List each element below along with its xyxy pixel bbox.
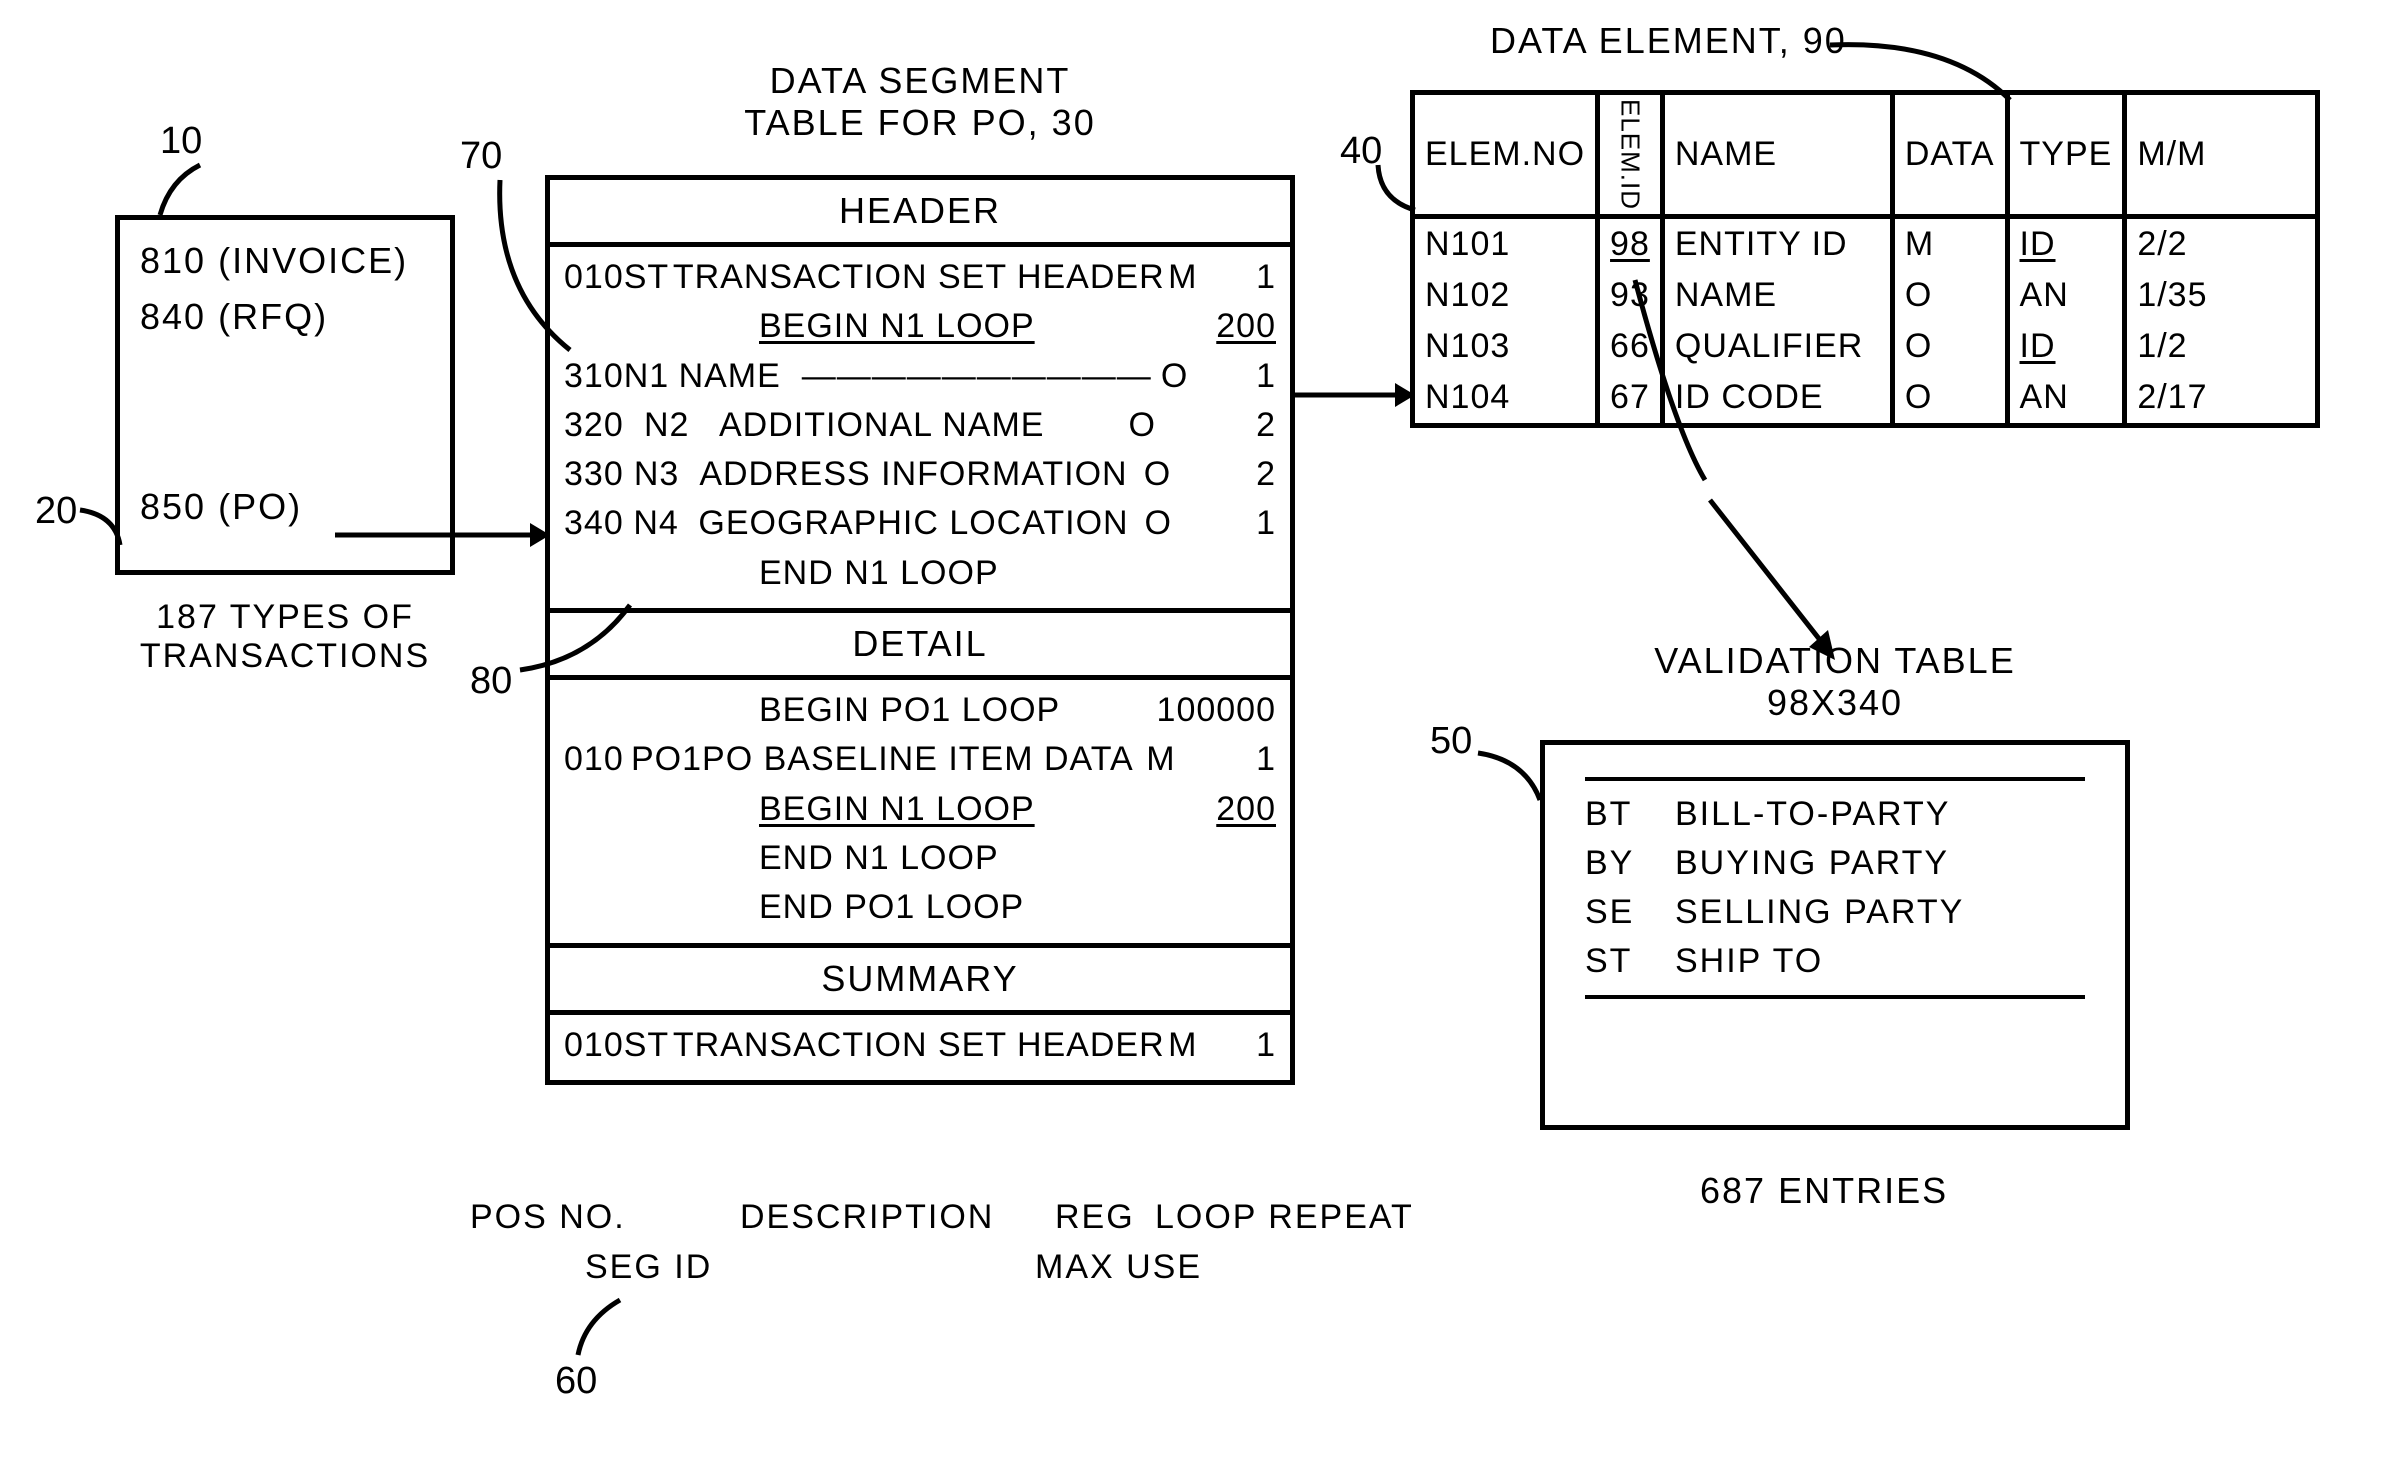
tx-caption: 187 TYPES OF TRANSACTIONS <box>125 598 445 676</box>
data-element-table: ELEM.NO ELEM.ID NAME DATA TYPE M/M N101 … <box>1410 90 2320 428</box>
tx-item: 840 (RFQ) <box>140 296 430 338</box>
table-row: N103 66 QUALIFIER O ID 1/2 <box>1415 321 2315 372</box>
list-item: SESELLING PARTY <box>1585 893 2085 932</box>
col-label-seg: SEG ID <box>585 1248 712 1287</box>
validation-table-title: VALIDATION TABLE 98X340 <box>1610 640 2060 724</box>
callout-80-hook <box>510 595 640 680</box>
val-bottom-rule <box>1585 995 2085 999</box>
element-table-title: DATA ELEMENT, 90 <box>1490 20 1847 62</box>
col-label-rep: LOOP REPEAT <box>1155 1198 1414 1237</box>
table-row: N104 67 ID CODE O AN 2/17 <box>1415 372 2315 423</box>
callout-20-hook <box>75 505 135 555</box>
table-row: N102 93 NAME O AN 1/35 <box>1415 270 2315 321</box>
section-detail-body: BEGIN PO1 LOOP100000 010PO1PO BASELINE I… <box>550 680 1290 947</box>
arrow-segment-to-element <box>1295 375 1415 415</box>
section-summary-title: SUMMARY <box>550 948 1290 1015</box>
callout-60: 60 <box>555 1360 597 1403</box>
col-label-reg: REG <box>1055 1198 1135 1237</box>
val-top-rule <box>1585 777 2085 781</box>
col-elem-id: ELEM.ID <box>1598 95 1663 217</box>
hook-98-down <box>1615 270 1715 490</box>
col-type: TYPE <box>2007 95 2125 217</box>
callout-50-hook <box>1470 745 1550 805</box>
col-label-desc: DESCRIPTION <box>740 1198 994 1237</box>
data-segment-table: HEADER 010STTRANSACTION SET HEADERM1 BEG… <box>545 175 1295 1085</box>
list-item: BTBILL-TO-PARTY <box>1585 795 2085 834</box>
tx-item: 810 (INVOICE) <box>140 240 430 282</box>
table-row: N101 98 ENTITY ID M ID 2/2 <box>1415 217 2315 271</box>
list-item: STSHIP TO <box>1585 942 2085 981</box>
segment-table-title: DATA SEGMENT TABLE FOR PO, 30 <box>545 60 1295 144</box>
validation-table: BTBILL-TO-PARTY BYBUYING PARTY SESELLING… <box>1540 740 2130 1130</box>
callout-80: 80 <box>470 660 512 703</box>
callout-50: 50 <box>1430 720 1472 763</box>
section-header-title: HEADER <box>550 180 1290 247</box>
callout-60-hook <box>570 1295 640 1365</box>
section-header-body: 010STTRANSACTION SET HEADERM1 BEGIN N1 L… <box>550 247 1290 613</box>
col-elem-no: ELEM.NO <box>1415 95 1598 217</box>
validation-caption: 687 ENTRIES <box>1700 1170 1948 1212</box>
col-label-maxuse: MAX USE <box>1035 1248 1202 1287</box>
col-data: DATA <box>1892 95 2007 217</box>
list-item: BYBUYING PARTY <box>1585 844 2085 883</box>
callout-20: 20 <box>35 490 77 533</box>
section-detail-title: DETAIL <box>550 613 1290 680</box>
arrow-tx-to-segment <box>335 515 550 555</box>
dash-to-elem: —————————— <box>781 357 1152 395</box>
section-summary-body: 010STTRANSACTION SET HEADERM1 <box>550 1015 1290 1080</box>
col-label-pos: POS NO. <box>470 1198 626 1237</box>
col-name: NAME <box>1662 95 1892 217</box>
col-mm: M/M <box>2125 95 2315 217</box>
